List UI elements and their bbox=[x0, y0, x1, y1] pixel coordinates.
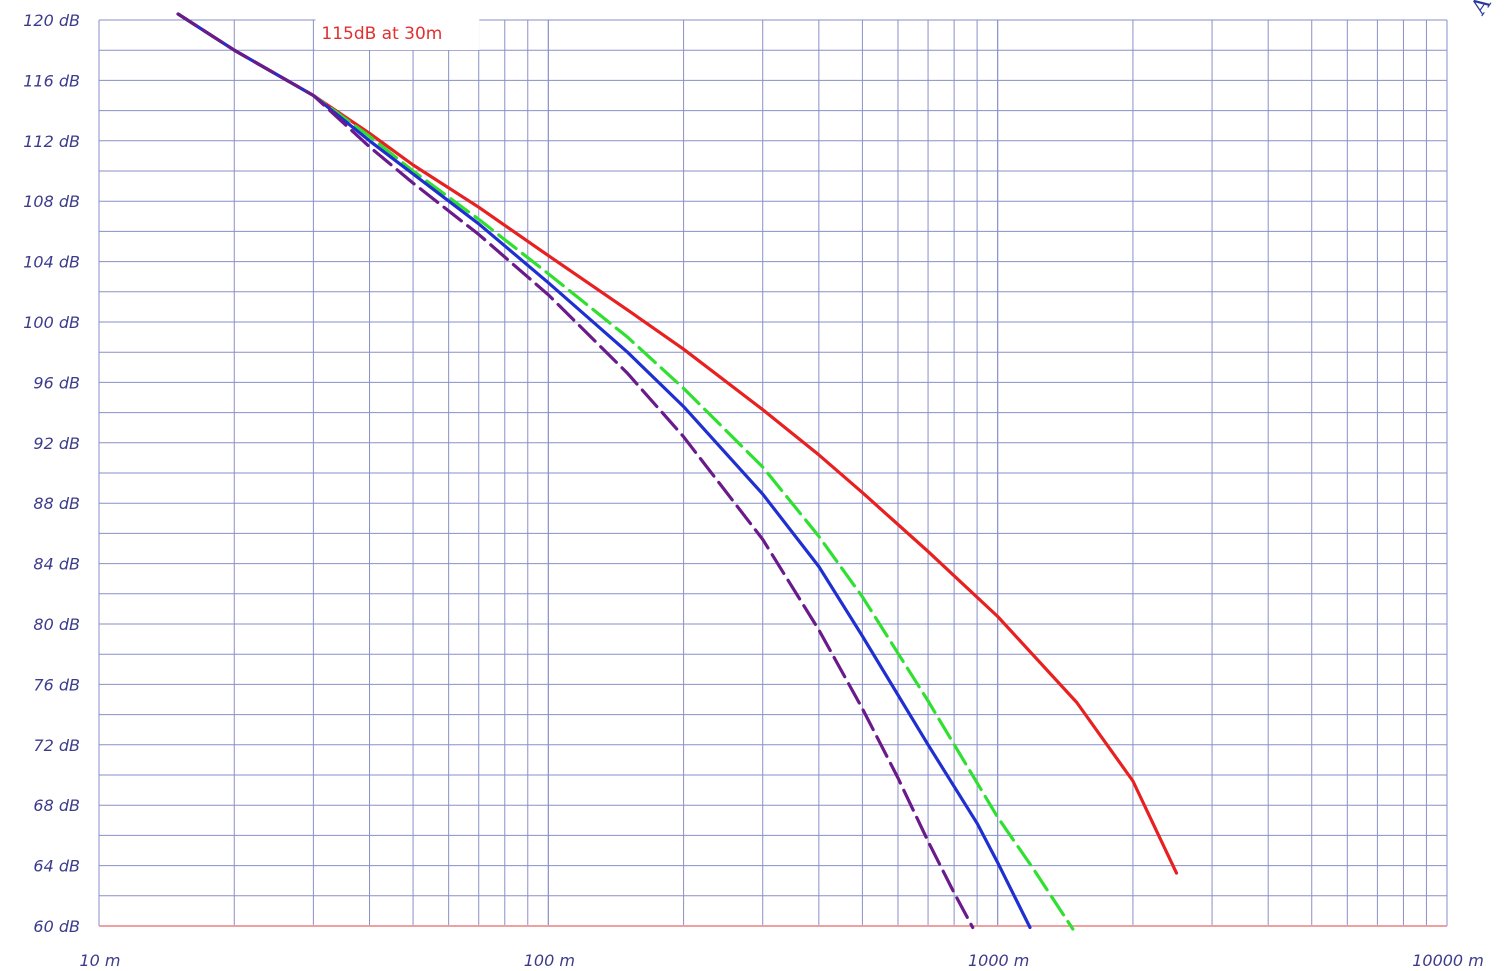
series-line-2 bbox=[176, 12, 1075, 931]
y-tick-label: 72 dB bbox=[33, 736, 80, 755]
x-tick-label: 10000 m bbox=[1412, 951, 1484, 970]
annotation-label: 115dB at 30m bbox=[321, 24, 442, 44]
x-tick-label: 10 m bbox=[79, 951, 120, 970]
series-line-3 bbox=[176, 12, 1032, 930]
y-tick-label: 104 dB bbox=[23, 253, 80, 272]
y-tick-label: 60 dB bbox=[33, 917, 80, 936]
y-tick-labels: 120 dB 116 dB 112 dB 108 dB 104 dB 100 dB 96 d… bbox=[23, 11, 80, 936]
x-tick-label: 100 m bbox=[524, 951, 575, 970]
y-tick-label: 112 dB bbox=[23, 132, 80, 151]
y-tick-label: 88 dB bbox=[33, 494, 80, 513]
y-tick-label: 84 dB bbox=[33, 555, 80, 574]
series-lines bbox=[176, 12, 1179, 931]
grid bbox=[98, 19, 1448, 927]
annotation: 115dB at 30m bbox=[315, 16, 480, 50]
y-tick-label: 108 dB bbox=[23, 192, 80, 211]
y-tick-label: 116 dB bbox=[23, 71, 80, 90]
y-tick-label: 96 dB bbox=[33, 373, 80, 392]
x-tick-labels: 10 m 100 m 1000 m 10000 m bbox=[79, 951, 1483, 970]
y-tick-label: 120 dB bbox=[23, 11, 80, 30]
y-tick-label: 68 dB bbox=[33, 796, 80, 815]
y-tick-label: 64 dB bbox=[33, 857, 80, 876]
series-line-4 bbox=[176, 12, 975, 930]
y-tick-label: 80 dB bbox=[33, 615, 80, 634]
y-tick-label: 92 dB bbox=[33, 434, 80, 453]
y-tick-label: 76 dB bbox=[33, 675, 80, 694]
y-tick-label: 100 dB bbox=[23, 313, 80, 332]
x-tick-label: 1000 m bbox=[968, 951, 1029, 970]
